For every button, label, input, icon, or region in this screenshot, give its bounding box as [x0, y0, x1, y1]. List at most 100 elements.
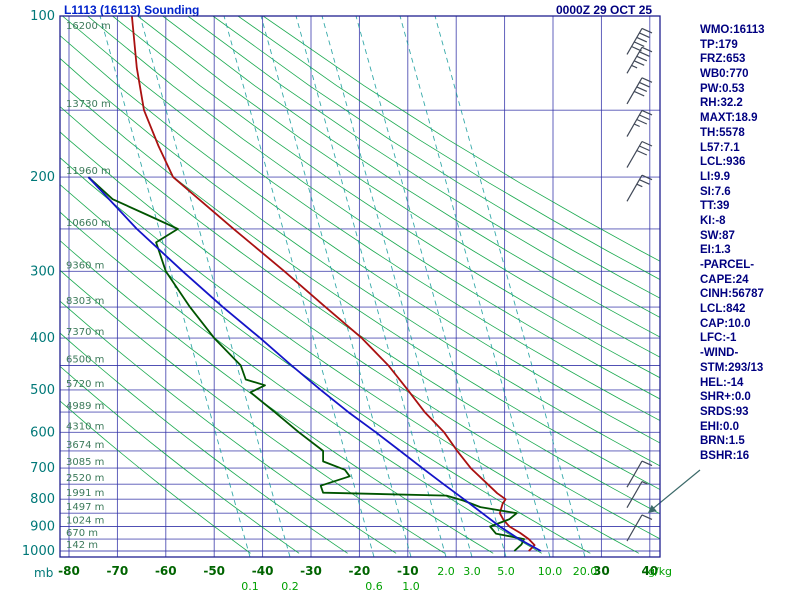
stats-line: LCL:842 — [700, 303, 746, 316]
height-label: 6500 m — [66, 354, 104, 365]
height-label: 2520 m — [66, 473, 104, 484]
stats-line: LCL:936 — [700, 156, 746, 169]
pressure-tick-label: 700 — [30, 461, 55, 476]
pressure-tick-label: 1000 — [22, 544, 55, 559]
mixing-ratio-label: 1.0 — [402, 580, 420, 593]
height-label: 13730 m — [66, 99, 111, 110]
temp-tick-label: -60 — [155, 564, 177, 578]
storm-motion-arrow — [648, 469, 701, 513]
stats-line: LFC:-1 — [700, 332, 737, 345]
stats-line: CINH:56787 — [700, 288, 764, 301]
height-label: 4310 m — [66, 421, 104, 432]
pressure-tick-label: 900 — [30, 520, 55, 535]
parcel-curve — [87, 176, 542, 552]
mixing-ratio-label: 3.0 — [463, 565, 481, 578]
height-label: 9360 m — [66, 260, 104, 271]
mixing-ratio-unit-label: g/kg — [648, 565, 672, 578]
temp-tick-label: -20 — [349, 564, 371, 578]
pressure-tick-label: 300 — [30, 264, 55, 279]
pressure-tick-label: 400 — [30, 331, 55, 346]
wind-barb — [626, 460, 653, 488]
height-label: 1024 m — [66, 516, 104, 527]
wind-barbs — [626, 27, 653, 542]
stats-line: PW:0.53 — [700, 82, 745, 95]
stats-line: KI:-8 — [700, 214, 726, 227]
isobar-grid — [60, 16, 660, 552]
temp-tick-label: -80 — [58, 564, 80, 578]
stats-line: FRZ:653 — [700, 53, 746, 66]
temp-tick-label: -70 — [107, 564, 129, 578]
stats-line: EHI:0.0 — [700, 420, 739, 433]
stats-line: TT:39 — [700, 200, 730, 213]
pressure-tick-label: 800 — [30, 492, 55, 507]
plot-border — [59, 15, 661, 558]
pressure-unit-label: mb — [34, 566, 53, 580]
pressure-tick-label: 600 — [30, 425, 55, 440]
stats-line: MAXT:18.9 — [700, 112, 758, 125]
stats-line: TH:5578 — [700, 126, 745, 139]
chart-datetime: 0000Z 29 OCT 25 — [556, 3, 653, 17]
stats-line: CAP:10.0 — [700, 317, 751, 330]
stats-panel: WMO:16113 TP:179 FRZ:653 WB0:770 PW:0.53 RH:3… — [700, 23, 798, 464]
stats-line: -WIND- — [700, 347, 739, 360]
stats-line: RH:32.2 — [700, 97, 743, 110]
stats-line: SHR+:0.0 — [700, 391, 751, 404]
pressure-tick-label: 200 — [30, 170, 55, 185]
pressure-tick-label: 100 — [30, 9, 55, 24]
height-label: 4989 m — [66, 401, 104, 412]
stats-line: LI:9.9 — [700, 170, 731, 183]
mixing-ratio-label: 2.0 — [437, 565, 455, 578]
wind-barb — [626, 46, 653, 74]
temp-tick-label: 40 — [641, 564, 658, 578]
axis-labels: 100 200 300 400 500 600 700 800 900 1000 mb 16200 m… — [22, 9, 672, 593]
chart-background — [60, 16, 660, 557]
mixing-ratio-label: 10.0 — [538, 565, 563, 578]
wind-barb — [626, 481, 648, 509]
height-label: 670 m — [66, 528, 98, 539]
dewpoint-curve — [87, 176, 525, 552]
height-label: 3674 m — [66, 440, 104, 451]
temperature-curve — [131, 16, 536, 552]
stats-line: BRN:1.5 — [700, 435, 745, 448]
height-label: 8303 m — [66, 296, 104, 307]
height-label: 142 m — [66, 540, 98, 551]
temp-tick-label: -30 — [300, 564, 322, 578]
wind-barb — [626, 109, 653, 137]
isotherm-grid — [68, 16, 651, 557]
stats-line: SW:87 — [700, 229, 735, 242]
wind-barb — [626, 174, 653, 202]
stats-line: HEL:-14 — [700, 376, 744, 389]
stats-line: EI:1.3 — [700, 244, 731, 257]
mixing-ratio-label: 0.6 — [365, 580, 383, 593]
chart-title: L1113 (16113) Sounding — [64, 3, 200, 17]
height-label: 1991 m — [66, 488, 104, 499]
stats-line: -PARCEL- — [700, 259, 755, 271]
mixing-ratio-lines — [99, 16, 586, 557]
height-label: 7370 m — [66, 327, 104, 338]
mixing-ratio-label: 5.0 — [497, 565, 515, 578]
stats-line: SRDS:93 — [700, 405, 749, 418]
height-label: 16200 m — [66, 21, 111, 32]
temp-tick-label: -50 — [203, 564, 225, 578]
stats-line: TP:179 — [700, 38, 738, 51]
dry-adiabats — [60, 16, 660, 554]
wind-barb — [626, 140, 653, 168]
temp-tick-label: 30 — [593, 564, 610, 578]
height-label: 5720 m — [66, 379, 104, 390]
mixing-ratio-label: 0.2 — [281, 580, 299, 593]
pressure-tick-label: 500 — [30, 383, 55, 398]
height-label: 3085 m — [66, 457, 104, 468]
temp-tick-label: -10 — [397, 564, 419, 578]
temp-tick-label: -40 — [252, 564, 274, 578]
stats-line: WMO:16113 — [700, 24, 765, 36]
height-label: 11960 m — [66, 166, 111, 177]
mixing-ratio-label: 20.0 — [573, 565, 598, 578]
stats-line: CAPE:24 — [700, 273, 749, 286]
stats-line: SI:7.6 — [700, 185, 731, 198]
height-label: 10660 m — [66, 218, 111, 229]
stats-line: STM:293/13 — [700, 361, 764, 374]
stats-line: L57:7.1 — [700, 141, 740, 154]
stats-line: BSHR:16 — [700, 449, 750, 462]
sounding-curves — [87, 16, 542, 552]
